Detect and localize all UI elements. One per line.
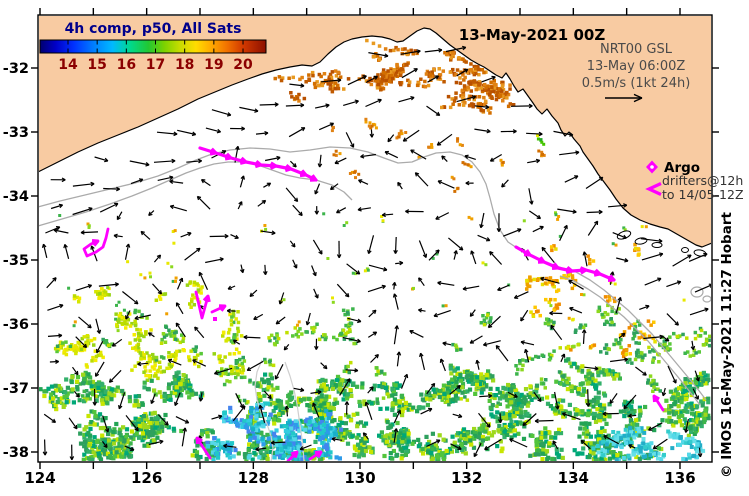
vector-legend-model: NRT00 GSL [600, 42, 673, 57]
argo-marker-icon [646, 160, 658, 174]
vector-scale-arrow-icon [605, 93, 643, 103]
colorbar-tick-label: 19 [204, 57, 223, 73]
y-tick-label: -32 [3, 61, 29, 77]
x-tick-label: 126 [131, 469, 162, 487]
colorbar [39, 39, 267, 54]
y-tick-label: -35 [3, 253, 29, 269]
map-layer [39, 16, 711, 461]
vector-legend-scale: 0.5m/s (1kt 24h) [582, 76, 691, 91]
drifter-arrow-icon [645, 182, 662, 196]
y-tick-label: -34 [3, 189, 29, 205]
x-tick-label: 128 [238, 469, 269, 487]
colorbar-tick-label: 14 [58, 57, 78, 73]
colorbar-tick-label: 15 [87, 57, 106, 73]
sst-pixel-field [39, 38, 711, 461]
plot-frame [37, 14, 713, 463]
y-tick-label: -36 [3, 317, 29, 333]
y-tick-label: -37 [3, 381, 29, 397]
x-tick-label: 130 [344, 469, 375, 487]
annotation-layer: 4h comp, p50, All Sats 13-May-2021 00Z N… [65, 21, 744, 478]
land-australia [39, 16, 711, 248]
drifter-tracks [82, 146, 665, 461]
y-tick-label: -33 [3, 125, 29, 141]
x-tick-label: 124 [24, 469, 55, 487]
axes-layer: 124 126 128 130 132 134 136 -32 -33 -34 -35 -36 -37 -… [3, 8, 719, 487]
credit-watermark: © IMOS 16-May-2021 11:27 Hobart [719, 212, 735, 478]
x-tick-label: 136 [664, 469, 695, 487]
x-tick-label: 132 [451, 469, 482, 487]
colorbar-tick-label: 20 [233, 57, 253, 73]
x-tick-label: 134 [558, 469, 589, 487]
colorbar-tick-label: 17 [146, 57, 165, 73]
drifters-label: drifters@12h [662, 173, 743, 188]
colorbar-layer: 14 15 16 17 18 19 20 [39, 39, 267, 73]
y-tick-label: -38 [3, 445, 29, 461]
colorbar-tick-label: 16 [117, 57, 136, 73]
current-vector-arrows [41, 45, 711, 461]
drifters-period-label: to 14/05-12Z [662, 187, 744, 202]
colorbar-tick-label: 18 [175, 57, 194, 73]
timestamp-label: 13-May-2021 00Z [459, 26, 606, 44]
vector-legend-time: 13-May 06:00Z [587, 59, 686, 74]
argo-label: Argo [664, 160, 700, 176]
plot-title: 4h comp, p50, All Sats [65, 21, 242, 37]
